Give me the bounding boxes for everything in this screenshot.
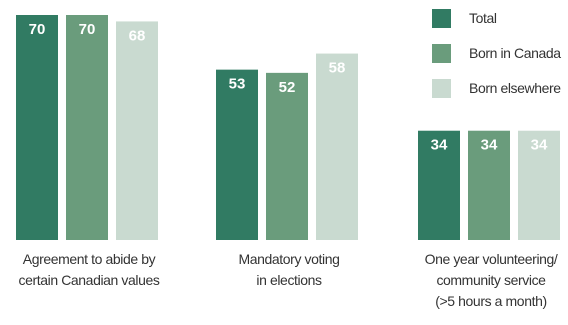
legend-swatch-born-in-canada [432,43,451,63]
bars-layer: 70 70 68 53 52 58 34 34 34 [16,15,560,241]
legend-label-born-elsewhere: Born elsewhere [469,80,561,96]
bar-1-0 [216,69,258,241]
bar-value-label-2-1: 34 [481,137,498,154]
category-label-2: One year volunteering/community service (… [401,249,568,312]
category-label-line: (>5 hours a month) [435,293,547,309]
bar-value-label-0-2: 68 [129,27,146,44]
bar-0-1 [66,15,108,240]
category-label-line: certain Canadian values [18,272,160,288]
bar-value-label-1-2: 58 [329,60,346,77]
legend-item-born-elsewhere: Born elsewhere [432,77,561,99]
category-label-line: One year volunteering/ [424,251,558,267]
bar-0-0 [16,15,58,240]
legend-item-total: Total [432,7,561,29]
category-label-line: community service [436,272,546,288]
bar-value-label-2-2: 34 [531,137,548,154]
legend-label-total: Total [469,10,497,26]
bar-value-label-1-1: 52 [279,79,296,96]
bar-value-label-0-1: 70 [79,21,96,38]
bar-value-label-0-0: 70 [29,21,46,38]
bar-2-1 [468,130,510,240]
bar-2-0 [418,130,460,240]
bar-0-2 [116,21,158,240]
bar-1-2 [316,53,358,241]
bar-2-2 [518,130,560,240]
category-label-line: in elections [256,272,322,288]
bar-value-label-2-0: 34 [431,137,448,154]
category-label-line: Mandatory voting [238,251,340,267]
legend-swatch-born-elsewhere [432,78,451,98]
legend-label-born-in-canada: Born in Canada [469,45,561,61]
bar-1-1 [266,72,308,240]
bar-value-label-1-0: 53 [229,76,246,93]
category-label-line: Agreement to abide by [22,251,156,267]
legend-item-born-in-canada: Born in Canada [432,42,561,64]
category-label-1: Mandatory voting in elections [199,249,379,291]
legend-swatch-total [432,8,451,28]
category-label-0: Agreement to abide by certain Canadian va… [0,249,179,291]
legend: Total Born in Canada Born elsewhere [432,7,561,112]
